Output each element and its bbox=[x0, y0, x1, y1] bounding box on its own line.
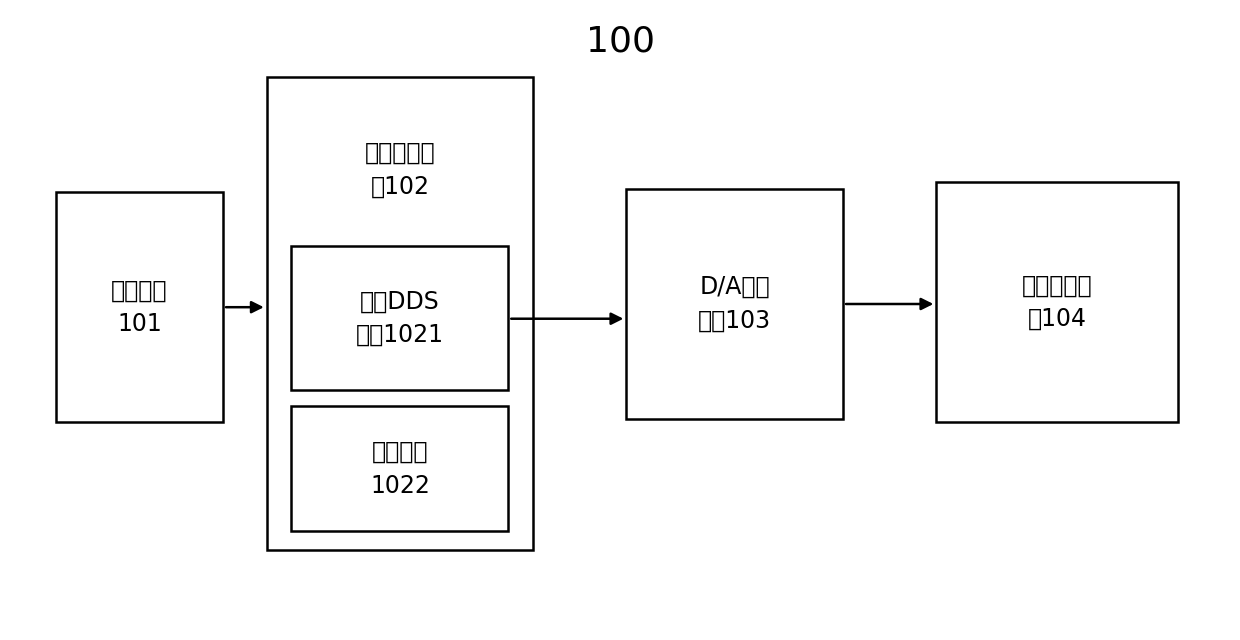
FancyBboxPatch shape bbox=[267, 77, 533, 550]
Text: 信号调整模
块104: 信号调整模 块104 bbox=[1022, 274, 1092, 331]
Text: 调制模块
1022: 调制模块 1022 bbox=[370, 440, 430, 497]
FancyBboxPatch shape bbox=[291, 246, 508, 390]
FancyBboxPatch shape bbox=[936, 182, 1178, 422]
Text: 载波DDS
模块1021: 载波DDS 模块1021 bbox=[356, 290, 444, 347]
FancyBboxPatch shape bbox=[291, 406, 508, 531]
Text: D/A转换
模块103: D/A转换 模块103 bbox=[698, 275, 771, 333]
Text: 波形生成模
块102: 波形生成模 块102 bbox=[365, 141, 435, 198]
FancyBboxPatch shape bbox=[56, 192, 223, 422]
Text: 100: 100 bbox=[585, 24, 655, 59]
Text: 主控模块
101: 主控模块 101 bbox=[112, 278, 167, 336]
FancyBboxPatch shape bbox=[626, 189, 843, 419]
